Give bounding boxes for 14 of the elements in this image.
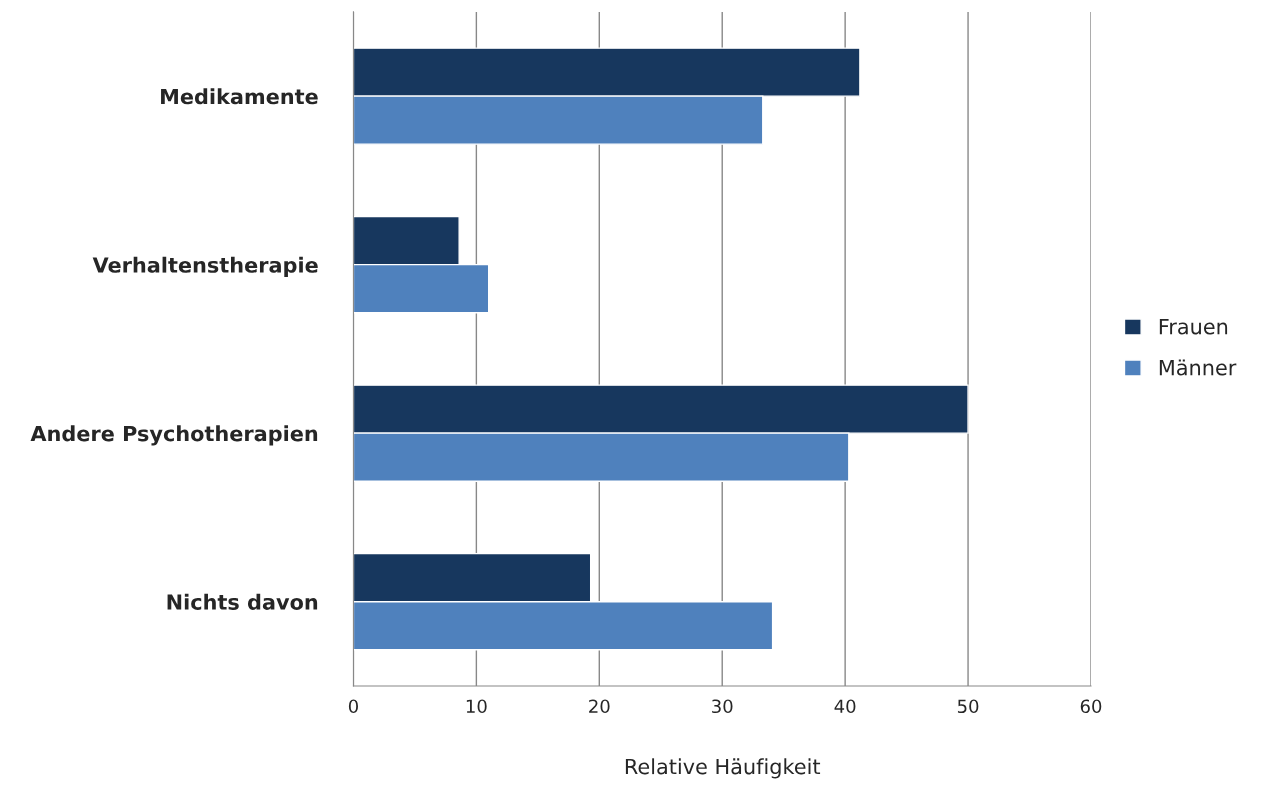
x-tick-label: 60 <box>1080 699 1102 714</box>
x-tick-label: 20 <box>589 699 610 714</box>
legend-label: Frauen <box>1159 318 1228 335</box>
x-tick-label: 30 <box>712 699 733 714</box>
x-axis-title: Relative Häufigkeit <box>625 758 821 779</box>
x-tick-label: 0 <box>348 699 358 714</box>
y-tick-label: Verhaltenstherapie <box>92 256 318 277</box>
x-tick-label: 40 <box>834 699 856 714</box>
legend-label: Männer <box>1159 359 1237 376</box>
y-tick-label: Andere Psychotherapien <box>30 425 318 446</box>
x-tick-label: 10 <box>466 699 487 714</box>
y-tick-label: Medikamente <box>161 88 318 105</box>
y-tick-label: Nichts davon <box>167 593 318 610</box>
x-tick-label: 50 <box>957 699 979 714</box>
